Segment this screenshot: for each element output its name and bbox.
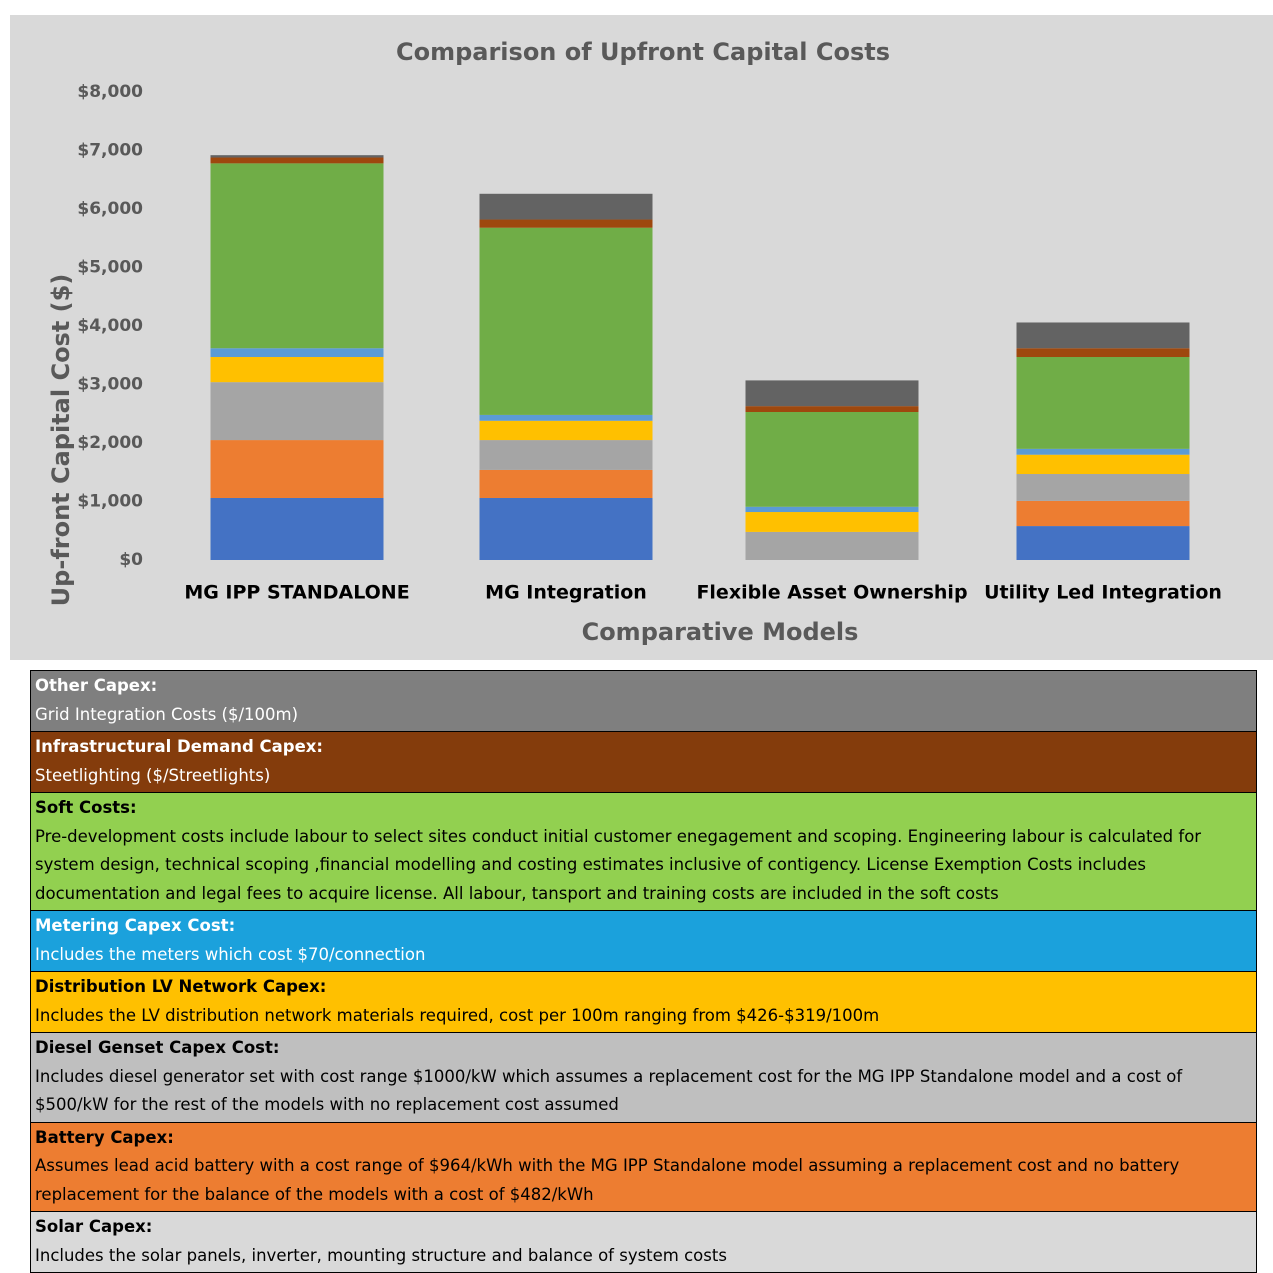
y-tick-label: $3,000 xyxy=(77,375,143,395)
legend-description: Steetlighting ($/Streetlights) xyxy=(35,765,271,785)
bar-segment xyxy=(479,219,653,228)
y-tick-label: $2,000 xyxy=(77,433,143,453)
y-tick-label: $5,000 xyxy=(77,258,143,278)
bar-segment xyxy=(1016,322,1190,349)
legend-title: Metering Capex Cost: xyxy=(35,916,236,935)
legend-title: Distribution LV Network Capex: xyxy=(35,977,327,996)
bar-segment xyxy=(1016,448,1190,455)
bar-segment xyxy=(745,531,919,560)
legend-title: Solar Capex: xyxy=(35,1217,153,1236)
legend-description: Pre-development costs include labour to … xyxy=(35,826,1202,903)
bar-segment xyxy=(479,227,653,415)
legend-row: Battery Capex: Assumes lead acid battery … xyxy=(31,1122,1256,1212)
legend-description: Grid Integration Costs ($/100m) xyxy=(35,704,299,724)
bar-segment xyxy=(210,357,384,383)
legend-row: Distribution LV Network Capex: Includes t… xyxy=(31,972,1256,1033)
legend-row: Other Capex: Grid Integration Costs ($/10… xyxy=(31,671,1256,732)
bar-segment xyxy=(745,506,919,513)
bar-segment xyxy=(210,163,384,349)
y-tick-label: $6,000 xyxy=(77,199,143,219)
bar-segment xyxy=(1016,348,1190,358)
bar-segment xyxy=(210,155,384,158)
bar-segment xyxy=(479,420,653,441)
bar-segment xyxy=(479,497,653,560)
bar-segment xyxy=(479,440,653,470)
bar-segment xyxy=(745,406,919,412)
bar-segment xyxy=(479,193,653,220)
bar-segment xyxy=(1016,454,1190,475)
legend-description: Includes the meters which cost $70/conne… xyxy=(35,944,426,964)
legend-row: Diesel Genset Capex Cost: Includes diesel… xyxy=(31,1033,1256,1123)
legend-table: Other Capex: Grid Integration Costs ($/10… xyxy=(30,670,1257,1273)
bar-segment xyxy=(210,497,384,560)
bar-segment xyxy=(479,469,653,498)
legend-row: Solar Capex: Includes the solar panels, i… xyxy=(31,1212,1256,1272)
x-tick-label: MG IPP STANDALONE xyxy=(184,582,409,604)
legend-description: Assumes lead acid battery with a cost ra… xyxy=(35,1156,1180,1204)
legend-row: Metering Capex Cost: Includes the meters … xyxy=(31,911,1256,972)
bar-segment xyxy=(210,440,384,498)
legend-description: Includes the solar panels, inverter, mou… xyxy=(35,1245,727,1265)
legend-title: Infrastructural Demand Capex: xyxy=(35,737,324,756)
legend-row: Soft Costs: Pre-development costs include… xyxy=(31,793,1256,911)
legend-title: Battery Capex: xyxy=(35,1127,174,1147)
y-tick-label: $7,000 xyxy=(77,141,143,161)
y-tick-label: $4,000 xyxy=(77,316,143,336)
legend-title: Soft Costs: xyxy=(35,798,137,817)
legend-row: Infrastructural Demand Capex: Steetlighti… xyxy=(31,732,1256,793)
bar-segment xyxy=(479,414,653,421)
legend-title: Other Capex: xyxy=(35,676,158,695)
chart-title: Comparison of Upfront Capital Costs xyxy=(396,38,890,66)
y-tick-label: $0 xyxy=(119,550,143,570)
legend-title: Diesel Genset Capex Cost: xyxy=(35,1038,280,1057)
x-tick-label: Flexible Asset Ownership xyxy=(696,582,967,604)
bar-segment xyxy=(745,411,919,507)
legend-description: Includes diesel generator set with cost … xyxy=(35,1066,1183,1115)
bar-segment xyxy=(1016,526,1190,560)
bar-segment xyxy=(745,380,919,407)
x-tick-label: MG Integration xyxy=(485,582,647,604)
y-tick-label: $8,000 xyxy=(77,82,143,102)
legend-description: Includes the LV distribution network mat… xyxy=(35,1005,880,1025)
y-tick-label: $1,000 xyxy=(77,492,143,512)
bar-segment xyxy=(210,382,384,441)
x-tick-label: Utility Led Integration xyxy=(984,582,1222,604)
chart: Comparison of Upfront Capital Costs Comp… xyxy=(10,15,1273,660)
bar-segment xyxy=(745,512,919,532)
bar-segment xyxy=(1016,357,1190,449)
bar-segment xyxy=(1016,500,1190,527)
bar-segment xyxy=(210,348,384,358)
bar-segment xyxy=(1016,474,1190,501)
y-axis-title: Up-front Capital Cost ($) xyxy=(47,274,75,607)
bar-segment xyxy=(210,157,384,164)
x-axis-title: Comparative Models xyxy=(582,618,859,646)
